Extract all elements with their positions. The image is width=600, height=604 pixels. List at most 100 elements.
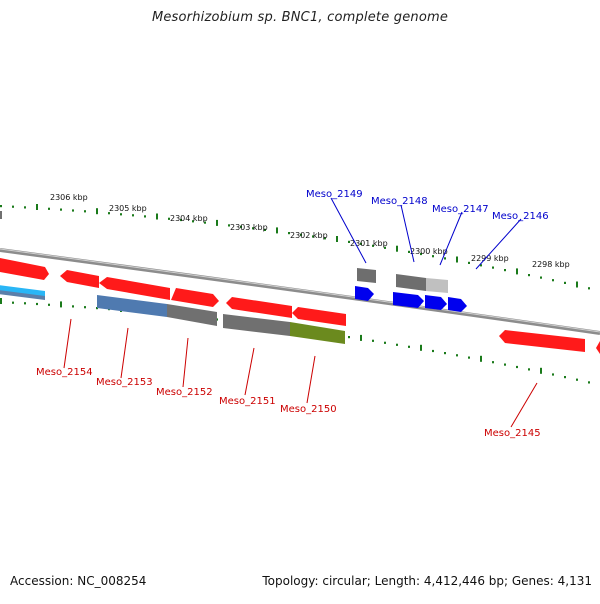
minor-tick [384,341,386,344]
minor-tick [432,349,434,353]
gene-feature[interactable] [355,286,374,301]
major-tick [456,256,458,263]
major-tick [60,301,62,308]
minor-tick [504,363,506,366]
minor-tick [552,279,554,282]
minor-tick [492,361,494,364]
minor-tick [564,281,566,284]
minor-tick [60,208,62,211]
minor-tick [84,306,86,309]
minor-tick [96,307,98,310]
gene-label[interactable]: Meso_2151 [219,396,276,407]
gene-label[interactable]: Meso_2150 [280,404,337,415]
gene-feature[interactable] [167,304,217,326]
major-tick [36,204,38,210]
callouts [63,197,538,428]
gene-feature[interactable] [292,307,346,326]
major-tick [336,236,338,242]
gene-feature[interactable] [393,292,424,308]
gene-feature[interactable] [426,278,448,293]
gene-feature[interactable] [0,290,45,300]
gene-feature[interactable] [226,297,292,318]
minor-tick [408,250,410,253]
genome-backbone-highlight [0,248,600,333]
major-tick [216,219,218,226]
gene-feature[interactable] [396,274,426,291]
gene-feature[interactable] [60,270,99,288]
map-title: Mesorhizobium sp. BNC1, complete genome [151,10,449,25]
minor-tick [168,217,170,220]
gene-feature[interactable] [357,268,376,283]
minor-tick [432,255,434,258]
minor-tick [588,287,590,290]
minor-tick [516,365,518,369]
minor-tick [384,246,386,249]
minor-tick [12,301,14,304]
gene-feature[interactable] [596,341,600,354]
scale-label: 2306 kbp [50,193,88,202]
gene-label[interactable]: Meso_2145 [484,428,541,439]
major-tick [276,227,278,234]
minor-tick [120,213,122,216]
gene-label[interactable]: Meso_2154 [36,367,93,378]
minor-tick [360,242,362,245]
minor-tick [240,225,242,228]
minor-tick [204,221,206,224]
gene-feature[interactable] [290,322,345,344]
gene-feature[interactable] [99,277,170,300]
scale-label: 2299 kbp [471,254,509,263]
gene-label[interactable]: Meso_2153 [96,377,153,388]
gene-feature[interactable] [0,211,2,219]
minor-tick [24,302,26,305]
minor-tick [0,205,2,208]
scale-label: 2304 kbp [170,214,208,223]
minor-tick [528,368,530,371]
scale-label: 2301 kbp [350,239,388,248]
major-tick [396,245,398,252]
gene-feature[interactable] [448,297,467,312]
gene-label[interactable]: Meso_2152 [156,387,213,398]
gene-label[interactable]: Meso_2149 [306,189,363,200]
minor-tick [348,336,350,339]
upper-scale-track [0,204,590,290]
gene-feature[interactable] [499,330,585,352]
scale-label: 2305 kbp [109,204,147,213]
minor-tick [72,209,74,212]
minor-tick [420,252,422,256]
gene-label[interactable]: Meso_2147 [432,204,489,215]
minor-tick [444,257,446,260]
minor-tick [576,378,578,381]
minor-tick [72,305,74,308]
forward-strand-features [0,211,467,312]
gene-label[interactable]: Meso_2146 [492,211,549,222]
major-tick [360,334,362,341]
minor-tick [108,212,110,215]
minor-tick [48,207,50,210]
gene-feature[interactable] [223,314,290,336]
gene-feature[interactable] [425,295,447,310]
major-tick [96,208,98,215]
minor-tick [552,373,554,376]
minor-tick [288,232,290,235]
gene-label[interactable]: Meso_2148 [371,196,428,207]
minor-tick [408,345,410,348]
gene-feature[interactable] [0,258,49,280]
minor-tick [48,303,50,306]
major-tick [480,355,482,362]
gene-feature[interactable] [171,288,219,307]
major-tick [420,344,422,351]
scale-label: 2300 kbp [410,247,448,256]
minor-tick [144,215,146,218]
minor-tick [300,233,302,236]
minor-tick [540,276,542,279]
minor-tick [444,352,446,355]
minor-tick [348,240,350,243]
gene-feature[interactable] [97,295,167,317]
genome-backbone [0,248,600,335]
minor-tick [468,261,470,264]
minor-tick [528,274,530,277]
major-tick [0,298,2,304]
minor-tick [264,228,266,231]
minor-tick [372,244,374,247]
